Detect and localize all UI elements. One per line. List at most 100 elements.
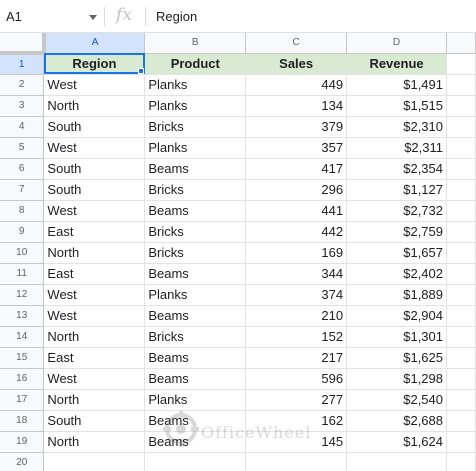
empty-cell[interactable] xyxy=(446,431,476,453)
product-cell[interactable]: Bricks xyxy=(144,116,247,138)
fill-handle[interactable] xyxy=(138,67,144,73)
empty-cell[interactable] xyxy=(144,452,247,471)
sales-cell[interactable]: 417 xyxy=(245,158,348,180)
product-cell[interactable]: Beams xyxy=(144,263,247,285)
row-header[interactable]: 1 xyxy=(0,53,45,75)
region-cell[interactable]: West xyxy=(43,284,146,306)
empty-cell[interactable] xyxy=(446,74,476,96)
region-cell[interactable]: South xyxy=(43,116,146,138)
product-cell[interactable]: Beams xyxy=(144,347,247,369)
product-cell[interactable]: Bricks xyxy=(144,326,247,348)
row-header[interactable]: 17 xyxy=(0,389,45,411)
revenue-cell[interactable]: $1,889 xyxy=(346,284,447,306)
revenue-cell[interactable]: $1,625 xyxy=(346,347,447,369)
row-header[interactable]: 14 xyxy=(0,326,45,348)
product-cell[interactable]: Planks xyxy=(144,389,247,411)
region-cell[interactable]: East xyxy=(43,347,146,369)
product-cell[interactable]: Beams xyxy=(144,305,247,327)
revenue-cell[interactable]: $2,904 xyxy=(346,305,447,327)
product-cell[interactable]: Beams xyxy=(144,158,247,180)
row-header[interactable]: 3 xyxy=(0,95,45,117)
cell-b1[interactable]: Product xyxy=(144,53,247,75)
product-cell[interactable]: Beams xyxy=(144,431,247,453)
empty-cell[interactable] xyxy=(446,284,476,306)
empty-cell[interactable] xyxy=(446,326,476,348)
sales-cell[interactable]: 449 xyxy=(245,74,348,96)
region-cell[interactable]: West xyxy=(43,137,146,159)
revenue-cell[interactable]: $1,657 xyxy=(346,242,447,264)
sales-cell[interactable]: 441 xyxy=(245,200,348,222)
column-header-b[interactable]: B xyxy=(144,33,247,54)
select-all-corner[interactable] xyxy=(0,33,46,55)
revenue-cell[interactable]: $2,732 xyxy=(346,200,447,222)
cell-c1[interactable]: Sales xyxy=(245,53,348,75)
sales-cell[interactable]: 296 xyxy=(245,179,348,201)
row-header[interactable]: 6 xyxy=(0,158,45,180)
sales-cell[interactable]: 277 xyxy=(245,389,348,411)
row-header[interactable]: 10 xyxy=(0,242,45,264)
empty-cell[interactable] xyxy=(446,95,476,117)
empty-cell[interactable] xyxy=(43,452,146,471)
row-header[interactable]: 5 xyxy=(0,137,45,159)
empty-cell[interactable] xyxy=(446,263,476,285)
region-cell[interactable]: South xyxy=(43,179,146,201)
region-cell[interactable]: West xyxy=(43,200,146,222)
sales-cell[interactable]: 357 xyxy=(245,137,348,159)
sales-cell[interactable]: 210 xyxy=(245,305,348,327)
row-header[interactable]: 12 xyxy=(0,284,45,306)
region-cell[interactable]: East xyxy=(43,221,146,243)
sales-cell[interactable]: 379 xyxy=(245,116,348,138)
revenue-cell[interactable]: $2,402 xyxy=(346,263,447,285)
empty-cell[interactable] xyxy=(446,389,476,411)
column-header-c[interactable]: C xyxy=(245,33,348,54)
region-cell[interactable]: West xyxy=(43,305,146,327)
empty-cell[interactable] xyxy=(446,179,476,201)
empty-cell[interactable] xyxy=(446,116,476,138)
row-header[interactable]: 8 xyxy=(0,200,45,222)
sales-cell[interactable]: 596 xyxy=(245,368,348,390)
product-cell[interactable]: Beams xyxy=(144,200,247,222)
empty-cell[interactable] xyxy=(446,368,476,390)
region-cell[interactable]: North xyxy=(43,326,146,348)
revenue-cell[interactable]: $1,491 xyxy=(346,74,447,96)
sales-cell[interactable]: 152 xyxy=(245,326,348,348)
empty-cell[interactable] xyxy=(446,410,476,432)
sales-cell[interactable]: 344 xyxy=(245,263,348,285)
sales-cell[interactable]: 134 xyxy=(245,95,348,117)
revenue-cell[interactable]: $1,298 xyxy=(346,368,447,390)
row-header[interactable]: 2 xyxy=(0,74,45,96)
empty-cell[interactable] xyxy=(446,305,476,327)
row-header[interactable]: 4 xyxy=(0,116,45,138)
region-cell[interactable]: North xyxy=(43,431,146,453)
product-cell[interactable]: Planks xyxy=(144,74,247,96)
row-header[interactable]: 16 xyxy=(0,368,45,390)
row-header[interactable]: 18 xyxy=(0,410,45,432)
revenue-cell[interactable]: $1,624 xyxy=(346,431,447,453)
column-header-d[interactable]: D xyxy=(346,33,447,54)
product-cell[interactable]: Bricks xyxy=(144,221,247,243)
empty-cell[interactable] xyxy=(446,200,476,222)
empty-cell[interactable] xyxy=(245,452,348,471)
row-header[interactable]: 20 xyxy=(0,452,45,471)
row-header[interactable]: 7 xyxy=(0,179,45,201)
revenue-cell[interactable]: $2,759 xyxy=(346,221,447,243)
revenue-cell[interactable]: $1,515 xyxy=(346,95,447,117)
product-cell[interactable]: Bricks xyxy=(144,242,247,264)
empty-cell[interactable] xyxy=(446,242,476,264)
revenue-cell[interactable]: $2,540 xyxy=(346,389,447,411)
product-cell[interactable]: Planks xyxy=(144,137,247,159)
region-cell[interactable]: North xyxy=(43,95,146,117)
revenue-cell[interactable]: $2,688 xyxy=(346,410,447,432)
empty-cell[interactable] xyxy=(446,221,476,243)
sales-cell[interactable]: 162 xyxy=(245,410,348,432)
region-cell[interactable]: South xyxy=(43,158,146,180)
sales-cell[interactable]: 374 xyxy=(245,284,348,306)
row-header[interactable]: 19 xyxy=(0,431,45,453)
empty-cell[interactable] xyxy=(446,347,476,369)
region-cell[interactable]: East xyxy=(43,263,146,285)
name-box[interactable]: A1 xyxy=(0,0,104,33)
sales-cell[interactable]: 217 xyxy=(245,347,348,369)
row-header[interactable]: 15 xyxy=(0,347,45,369)
empty-cell[interactable] xyxy=(346,452,447,471)
revenue-cell[interactable]: $1,127 xyxy=(346,179,447,201)
